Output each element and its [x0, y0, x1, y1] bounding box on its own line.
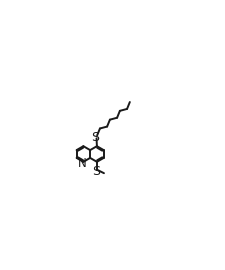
- Text: N: N: [78, 157, 87, 170]
- Text: S: S: [91, 131, 99, 144]
- Text: S: S: [92, 165, 100, 178]
